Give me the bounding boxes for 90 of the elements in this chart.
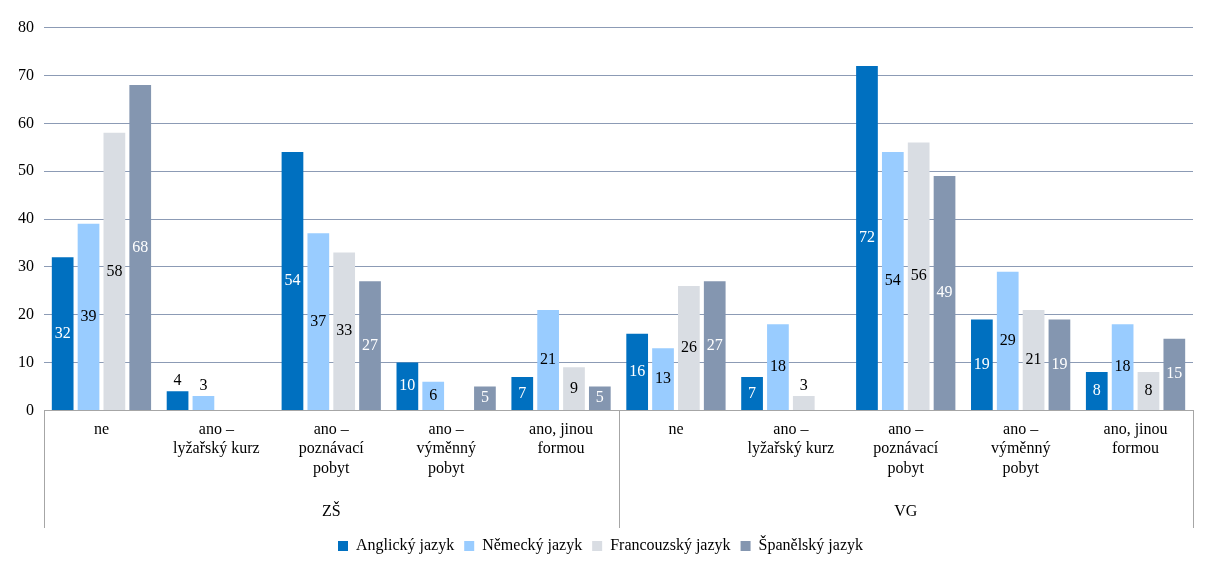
bar <box>307 233 330 410</box>
data-label: 56 <box>910 266 927 284</box>
data-label: 19 <box>1051 354 1068 372</box>
text: VG <box>894 502 918 520</box>
x-tick-label: ano – výměnný pobyt <box>416 420 476 477</box>
x-tick-label: ano – lyžařský kurz <box>173 420 260 458</box>
data-label: 37 <box>310 311 327 329</box>
data-label: 18 <box>1114 357 1131 375</box>
data-label: 3 <box>199 376 208 394</box>
data-label: 8 <box>1092 381 1101 399</box>
y-tick-label: 40 <box>18 209 34 227</box>
bar <box>77 223 100 410</box>
bar <box>1022 309 1045 410</box>
legend-label: Francouzský jazyk <box>610 536 731 555</box>
bar <box>907 142 930 410</box>
bar <box>1111 324 1134 410</box>
x-tick-label: ne <box>668 420 684 438</box>
bar <box>511 376 534 410</box>
x-tick-label: ano, jinou formou <box>529 420 594 457</box>
bar <box>51 257 74 410</box>
data-label: 54 <box>284 271 301 289</box>
data-label: 32 <box>54 323 71 341</box>
data-label: 13 <box>655 369 672 387</box>
data-label: 7 <box>518 383 527 401</box>
data-label: 21 <box>540 350 557 368</box>
bar <box>281 152 304 410</box>
x-tick-label: ano, jinou formou <box>1103 420 1168 457</box>
bar <box>792 396 815 410</box>
y-tick-label: 0 <box>26 400 34 418</box>
bar <box>741 376 763 410</box>
data-label: 68 <box>132 237 149 255</box>
data-label: 18 <box>769 357 786 375</box>
data-label: 5 <box>480 388 489 406</box>
x-tick-label: ano – poznávací pobyt <box>873 420 939 477</box>
data-label: 27 <box>706 335 723 353</box>
bar <box>1085 372 1108 410</box>
bar <box>563 367 585 410</box>
data-label: 26 <box>680 338 697 356</box>
data-label: 29 <box>999 330 1016 348</box>
data-label: 8 <box>1144 381 1153 399</box>
bar <box>537 309 559 410</box>
data-label: 39 <box>80 307 97 325</box>
bar <box>192 396 215 410</box>
bar <box>474 386 496 410</box>
y-tick-label: 50 <box>18 161 34 179</box>
bar <box>881 152 904 410</box>
bar <box>678 285 700 410</box>
y-tick-label: 70 <box>18 65 34 83</box>
data-label: 3 <box>799 376 808 394</box>
data-label: 27 <box>362 335 379 353</box>
x-tick-label: ano – lyžařský kurz <box>747 420 835 458</box>
data-label: 58 <box>106 261 123 279</box>
x-tick-label: ne <box>93 420 109 438</box>
bar <box>588 386 611 410</box>
data-label: 9 <box>569 378 578 396</box>
data-label: 15 <box>1166 364 1183 382</box>
bar <box>103 132 126 410</box>
data-label: 7 <box>748 383 757 401</box>
data-label: 10 <box>399 376 416 394</box>
legend-label: Anglický jazyk <box>356 536 455 555</box>
bar <box>333 252 356 410</box>
data-label: 5 <box>595 388 604 406</box>
bar <box>1137 372 1160 410</box>
data-label: 33 <box>336 321 353 339</box>
bar <box>652 348 674 410</box>
data-label: 4 <box>173 371 182 389</box>
y-tick-label: 10 <box>18 352 34 370</box>
x-tick-label: ano – poznávací pobyt <box>298 420 365 477</box>
bar <box>767 324 789 410</box>
bar <box>422 381 445 410</box>
data-label: 54 <box>884 271 901 289</box>
data-label: 21 <box>1025 350 1042 368</box>
bar <box>856 65 878 410</box>
bar <box>971 319 993 410</box>
text: ZŠ <box>321 501 341 520</box>
y-tick-label: 30 <box>18 257 34 275</box>
bar <box>996 271 1019 410</box>
data-label: 16 <box>629 362 646 380</box>
bar <box>626 333 649 410</box>
data-label: 72 <box>858 228 875 246</box>
y-tick-label: 20 <box>18 304 34 322</box>
data-label: 49 <box>936 283 953 301</box>
legend-label: Německý jazyk <box>482 536 583 555</box>
data-label: 6 <box>429 386 438 403</box>
x-tick-label: ano – výměnný pobyt <box>990 420 1051 477</box>
legend-label: Španělský jazyk <box>758 535 863 555</box>
data-label: 19 <box>973 354 990 372</box>
y-tick-label: 80 <box>18 17 34 35</box>
y-tick-label: 60 <box>18 113 34 131</box>
bar <box>166 391 189 410</box>
